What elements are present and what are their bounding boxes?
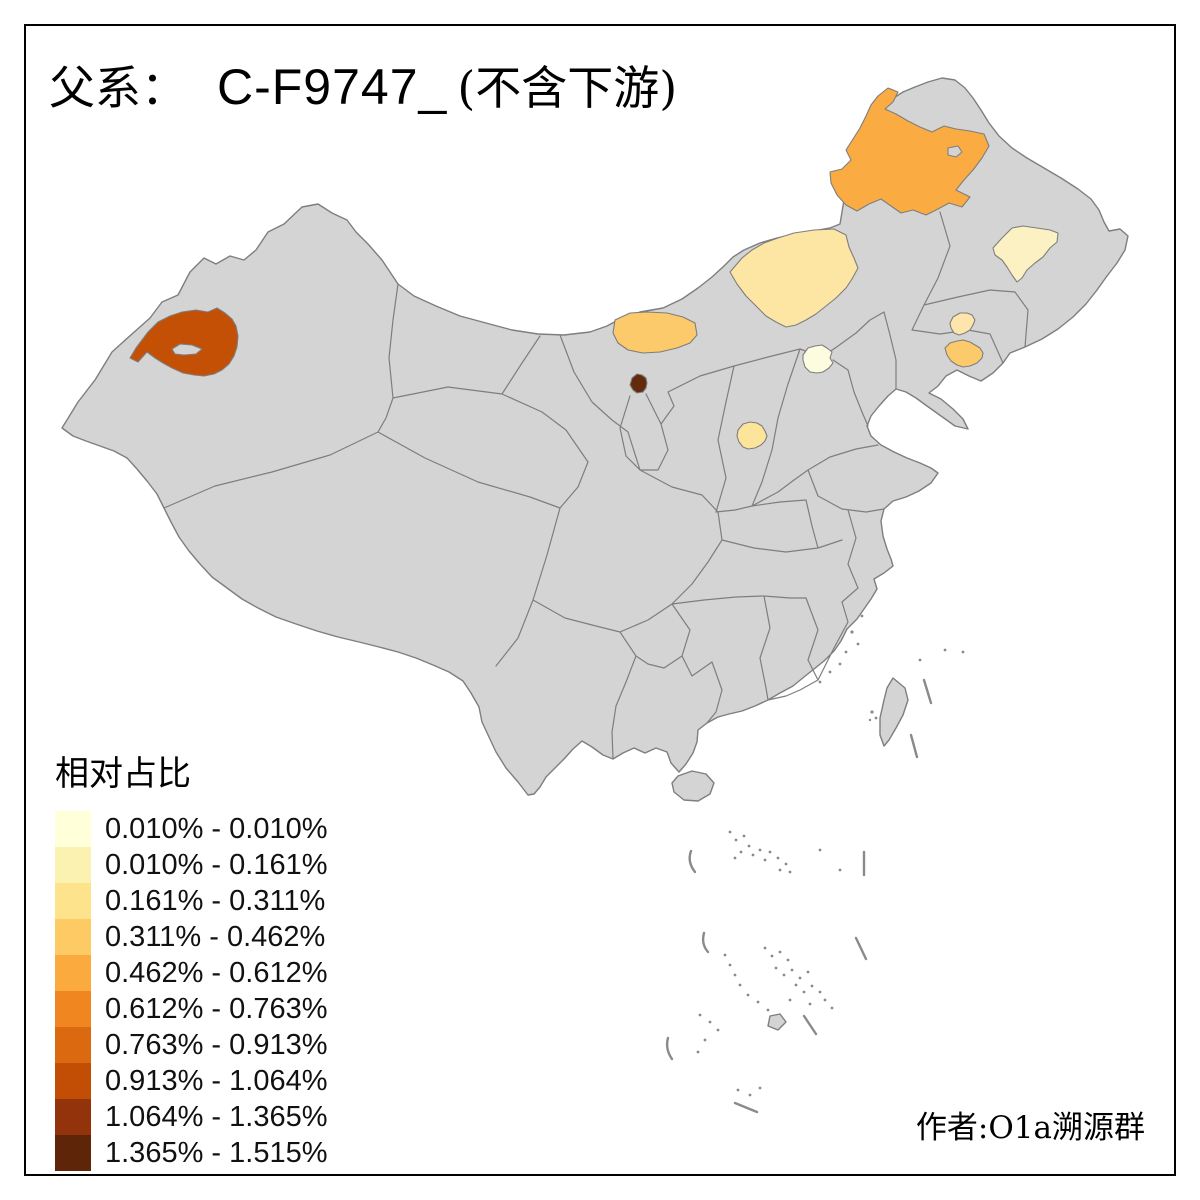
- legend-swatch: [55, 883, 91, 919]
- map-region-xilingol-band: [729, 228, 859, 328]
- legend-label: 0.612% - 0.763%: [105, 993, 328, 1025]
- legend-label: 0.010% - 0.161%: [105, 849, 328, 881]
- legend-swatch: [55, 919, 91, 955]
- legend-swatch: [55, 955, 91, 991]
- legend-swatch: [55, 811, 91, 847]
- map-region-heilongjiang: [992, 225, 1059, 283]
- legend-item: 0.161% - 0.311%: [55, 883, 327, 919]
- south-china-sea-islands: [696, 614, 965, 1097]
- map-region-west-inner-mongolia: [612, 311, 698, 354]
- legend-item: 0.311% - 0.462%: [55, 919, 327, 955]
- legend: 相对占比 0.010% - 0.010% 0.010% - 0.161% 0.1…: [55, 746, 327, 1171]
- legend-swatch: [55, 1099, 91, 1135]
- province-borders: [163, 211, 1029, 760]
- legend-item: 0.010% - 0.010%: [55, 811, 327, 847]
- nine-dash-line: [665, 678, 933, 1114]
- legend-swatch: [55, 991, 91, 1027]
- map-region-liaoning-south: [944, 339, 984, 368]
- map-region-ningxia-north: [629, 373, 648, 394]
- map-region-shanxi: [736, 421, 768, 450]
- legend-label: 0.311% - 0.462%: [105, 921, 326, 953]
- title-suffix: (不含下游): [457, 61, 678, 115]
- legend-label: 0.462% - 0.612%: [105, 957, 328, 989]
- legend-swatch: [55, 1063, 91, 1099]
- legend-item: 1.365% - 1.515%: [55, 1135, 327, 1171]
- land-shapes: [61, 77, 1129, 1031]
- hainan-island: [671, 770, 715, 802]
- legend-item: 0.763% - 0.913%: [55, 1027, 327, 1063]
- legend-label: 1.365% - 1.515%: [105, 1137, 328, 1169]
- map-region-hulunbuir: [829, 87, 990, 216]
- legend-label: 0.161% - 0.311%: [105, 885, 326, 917]
- legend-swatch: [55, 1135, 91, 1171]
- author-credit: 作者:O1a溯源群: [915, 1110, 1145, 1146]
- enclave-xinjiang: [171, 343, 203, 356]
- legend-item: 0.010% - 0.161%: [55, 847, 327, 883]
- scs-islet: [767, 1013, 787, 1031]
- map-region-west-xinjiang: [129, 307, 239, 377]
- map-region-liaoning-north: [949, 312, 976, 336]
- legend-title: 相对占比: [55, 754, 191, 794]
- legend-item: 0.462% - 0.612%: [55, 955, 327, 991]
- legend-swatch: [55, 1027, 91, 1063]
- legend-item: 0.913% - 1.064%: [55, 1063, 327, 1099]
- legend-label: 0.913% - 1.064%: [105, 1065, 328, 1097]
- title-haplogroup-code: C-F9747_: [217, 59, 448, 115]
- map-region-beijing: [802, 344, 834, 374]
- page-title: 父系： C-F9747_ (不含下游): [49, 52, 677, 118]
- legend-label: 0.010% - 0.010%: [105, 813, 328, 845]
- legend-swatch: [55, 847, 91, 883]
- colored-regions: [129, 87, 1059, 450]
- taiwan-island: [879, 677, 909, 747]
- mainland-outline: [61, 77, 1129, 796]
- legend-label: 0.763% - 0.913%: [105, 1029, 328, 1061]
- legend-item: 0.612% - 0.763%: [55, 991, 327, 1027]
- title-prefix: 父系：: [49, 61, 187, 115]
- enclave-hulunbuir: [947, 145, 963, 158]
- legend-label: 1.064% - 1.365%: [105, 1101, 328, 1133]
- legend-item: 1.064% - 1.365%: [55, 1099, 327, 1135]
